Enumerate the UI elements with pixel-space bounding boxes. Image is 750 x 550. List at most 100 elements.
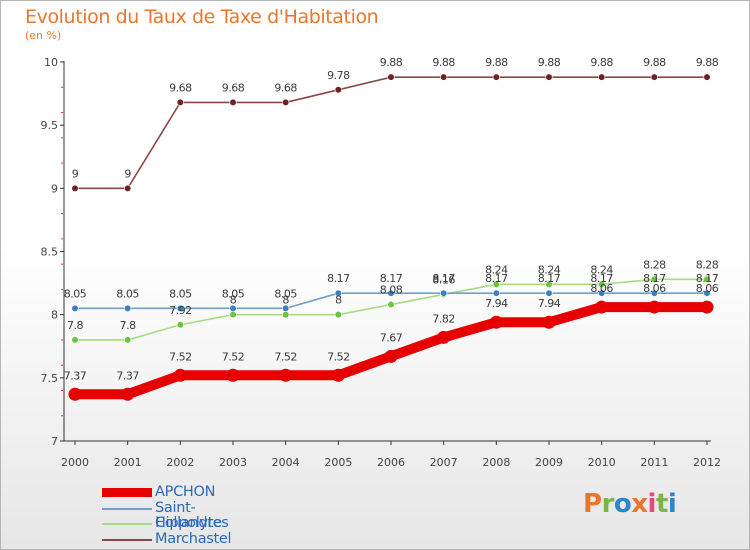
data-label-collandres: 8 <box>282 294 289 307</box>
data-label-marchastel: 9 <box>124 167 131 180</box>
data-label-marchastel: 9.68 <box>169 81 192 94</box>
data-point-apchon <box>279 368 293 382</box>
data-point-apchon <box>68 387 82 401</box>
data-point-saint-hippolyte <box>650 289 658 297</box>
data-point-apchon <box>173 368 187 382</box>
data-point-apchon <box>595 300 609 314</box>
data-point-collandres <box>545 280 553 288</box>
data-label-saint-hippolyte: 8.17 <box>643 272 666 285</box>
data-point-saint-hippolyte <box>440 289 448 297</box>
legend-label-saint-hippolyte: Saint-Hippolyte <box>155 499 222 531</box>
data-point-apchon <box>437 330 451 344</box>
data-point-apchon <box>489 315 503 329</box>
legend-label-collandres: Collandres <box>155 515 229 531</box>
data-label-collandres: 7.8 <box>120 319 136 332</box>
x-tick-label: 2004 <box>272 456 300 469</box>
data-label-collandres: 8.24 <box>590 263 613 276</box>
data-point-collandres <box>387 300 395 309</box>
data-point-saint-hippolyte <box>124 304 132 312</box>
data-label-collandres: 8.16 <box>432 273 455 286</box>
data-label-apchon: 8.06 <box>643 282 666 295</box>
x-tick-label: 2009 <box>535 456 563 469</box>
data-label-apchon: 7.37 <box>116 369 139 382</box>
data-point-apchon <box>384 349 398 363</box>
data-label-collandres: 8.24 <box>485 263 508 276</box>
data-point-collandres <box>229 311 237 319</box>
data-label-saint-hippolyte: 8.05 <box>64 287 87 300</box>
data-label-marchastel: 9.88 <box>380 56 403 69</box>
data-point-collandres <box>124 336 132 344</box>
data-point-saint-hippolyte <box>598 289 606 297</box>
data-point-saint-hippolyte <box>492 289 500 297</box>
data-point-marchastel <box>229 98 237 107</box>
y-tick-label: 9 <box>51 182 58 195</box>
x-tick-label: 2002 <box>166 456 194 469</box>
data-label-apchon: 7.52 <box>327 350 350 363</box>
data-point-marchastel <box>598 73 606 81</box>
data-point-collandres <box>176 321 184 329</box>
data-label-saint-hippolyte: 8.05 <box>274 287 297 300</box>
x-tick-label: 2008 <box>482 456 510 469</box>
data-point-marchastel <box>545 73 553 81</box>
data-label-apchon: 7.52 <box>169 350 192 363</box>
data-label-apchon: 7.67 <box>380 331 403 344</box>
data-label-collandres: 8.24 <box>538 263 561 276</box>
x-tick-label: 2007 <box>430 456 458 469</box>
data-label-saint-hippolyte: 8.05 <box>222 287 245 300</box>
data-label-apchon: 7.52 <box>222 350 245 363</box>
data-point-marchastel <box>124 184 132 192</box>
chart-title: Evolution du Taux de Taxe d'Habitation <box>25 6 379 28</box>
data-label-collandres: 8 <box>230 294 237 307</box>
legend-swatch-saint-hippolyte <box>102 507 152 510</box>
data-point-apchon <box>647 300 661 314</box>
data-point-collandres <box>650 275 658 283</box>
data-point-marchastel <box>703 73 711 81</box>
data-point-collandres <box>282 311 290 319</box>
data-label-apchon: 7.94 <box>485 297 508 310</box>
data-point-apchon <box>226 368 240 382</box>
data-label-collandres: 7.92 <box>169 304 192 317</box>
data-label-marchastel: 9.88 <box>696 56 719 69</box>
data-label-collandres: 8.28 <box>643 258 666 271</box>
y-tick-label: 8.5 <box>41 246 59 259</box>
data-label-marchastel: 9.88 <box>590 56 613 69</box>
data-point-saint-hippolyte <box>703 289 711 297</box>
data-label-saint-hippolyte: 8.17 <box>485 272 508 285</box>
data-point-collandres <box>334 311 342 319</box>
y-tick-label: 7.5 <box>41 372 59 385</box>
data-point-collandres <box>703 275 711 283</box>
x-tick-label: 2012 <box>693 456 721 469</box>
y-tick-label: 9.5 <box>41 119 59 132</box>
proxiti-logo: Proxiti <box>583 489 677 519</box>
data-label-collandres: 8.28 <box>696 258 719 271</box>
data-label-apchon: 8.06 <box>696 282 719 295</box>
data-point-collandres <box>492 280 500 288</box>
x-tick-label: 2010 <box>588 456 616 469</box>
data-point-saint-hippolyte <box>176 304 184 312</box>
data-label-saint-hippolyte: 8.17 <box>538 272 561 285</box>
data-label-marchastel: 9.78 <box>327 69 350 82</box>
data-label-saint-hippolyte: 8.05 <box>116 287 139 300</box>
data-point-marchastel <box>650 73 658 81</box>
y-tick-label: 7 <box>51 435 58 448</box>
data-label-saint-hippolyte: 8.17 <box>432 272 455 285</box>
data-label-apchon: 7.94 <box>538 297 561 310</box>
data-point-marchastel <box>176 98 184 107</box>
data-label-apchon: 7.37 <box>64 369 87 382</box>
legend-label-marchastel: Marchastel <box>155 530 232 547</box>
data-point-collandres <box>71 336 79 344</box>
x-tick-label: 2011 <box>640 456 668 469</box>
data-label-apchon: 7.52 <box>274 350 297 363</box>
data-label-saint-hippolyte: 8.05 <box>169 287 192 300</box>
data-label-collandres: 8 <box>335 294 342 307</box>
legend-swatch-apchon <box>102 488 152 497</box>
data-point-marchastel <box>282 98 290 107</box>
legend-label-apchon: APCHON <box>155 484 216 500</box>
x-tick-label: 2005 <box>324 456 352 469</box>
data-point-marchastel <box>440 73 448 81</box>
data-point-apchon <box>121 387 135 401</box>
data-label-saint-hippolyte: 8.17 <box>327 272 350 285</box>
y-tick-label: 10 <box>44 56 58 69</box>
